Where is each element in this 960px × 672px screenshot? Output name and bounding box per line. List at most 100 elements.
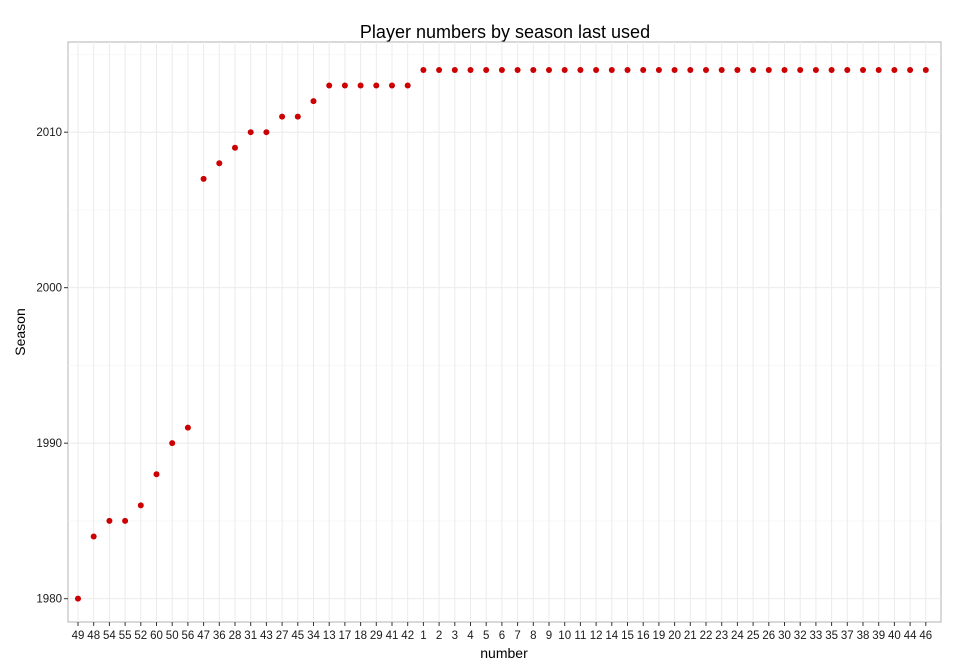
data-point bbox=[875, 66, 882, 73]
data-point bbox=[828, 66, 835, 73]
x-tick-label: 18 bbox=[354, 630, 367, 642]
data-point bbox=[561, 66, 568, 73]
x-tick-label: 13 bbox=[323, 630, 336, 642]
data-point bbox=[765, 66, 772, 73]
x-tick-label: 2 bbox=[436, 630, 442, 642]
data-point bbox=[122, 517, 129, 524]
x-tick-label: 42 bbox=[401, 630, 414, 642]
data-point bbox=[922, 66, 929, 73]
data-point bbox=[734, 66, 741, 73]
data-point bbox=[640, 66, 647, 73]
x-tick-label: 60 bbox=[150, 630, 163, 642]
y-tick-label: 2000 bbox=[36, 283, 62, 295]
x-tick-label: 46 bbox=[919, 630, 932, 642]
data-point bbox=[467, 66, 474, 73]
x-tick-label: 3 bbox=[452, 630, 458, 642]
x-tick-label: 10 bbox=[558, 630, 571, 642]
x-tick-label: 35 bbox=[825, 630, 838, 642]
x-tick-label: 7 bbox=[514, 630, 520, 642]
x-tick-label: 23 bbox=[715, 630, 728, 642]
data-point bbox=[624, 66, 631, 73]
data-point bbox=[860, 66, 866, 73]
data-point bbox=[153, 471, 160, 478]
x-tick-label: 44 bbox=[904, 630, 917, 642]
data-point bbox=[608, 66, 615, 73]
x-tick-label: 26 bbox=[762, 630, 775, 642]
x-tick-label: 25 bbox=[747, 630, 760, 642]
data-point bbox=[216, 160, 223, 167]
x-tick-label: 19 bbox=[653, 630, 666, 642]
data-point bbox=[373, 82, 380, 89]
data-point bbox=[593, 66, 600, 73]
x-tick-label: 37 bbox=[841, 630, 854, 642]
data-point bbox=[577, 66, 584, 73]
x-tick-label: 15 bbox=[621, 630, 634, 642]
data-point bbox=[341, 82, 348, 89]
y-tick-label: 1980 bbox=[36, 594, 62, 606]
x-tick-label: 11 bbox=[574, 630, 586, 642]
x-tick-label: 28 bbox=[229, 630, 242, 642]
data-point bbox=[514, 66, 521, 73]
data-point bbox=[530, 66, 537, 73]
data-point bbox=[310, 98, 317, 105]
data-point bbox=[844, 66, 851, 73]
x-tick-label: 32 bbox=[794, 630, 807, 642]
data-point bbox=[655, 66, 662, 73]
data-point bbox=[184, 424, 191, 431]
data-point bbox=[671, 66, 678, 73]
x-tick-label: 48 bbox=[87, 630, 100, 642]
grid-lines bbox=[68, 42, 941, 622]
y-tick-label: 2010 bbox=[36, 127, 62, 139]
x-tick-label: 40 bbox=[888, 630, 901, 642]
data-point bbox=[169, 440, 176, 447]
x-tick-label: 5 bbox=[483, 630, 489, 642]
x-axis-title: number bbox=[480, 645, 528, 661]
data-point bbox=[247, 129, 254, 136]
x-tick-label: 4 bbox=[467, 630, 474, 642]
data-point bbox=[357, 82, 364, 89]
data-point bbox=[90, 533, 97, 540]
x-tick-label: 33 bbox=[810, 630, 823, 642]
x-tick-label: 45 bbox=[291, 630, 304, 642]
x-tick-label: 6 bbox=[499, 630, 505, 642]
x-tick-label: 1 bbox=[420, 630, 426, 642]
data-point bbox=[420, 66, 427, 73]
data-point bbox=[891, 66, 898, 73]
x-tick-label: 55 bbox=[119, 630, 132, 642]
x-axis: 49 48 54 55 52 60 50 56 47 36 28 31 43 27 45 34 13 17 18 29… bbox=[72, 622, 932, 642]
data-point bbox=[436, 66, 443, 73]
data-point bbox=[326, 82, 333, 89]
data-point bbox=[137, 502, 144, 509]
data-point bbox=[294, 113, 301, 120]
x-tick-label: 9 bbox=[546, 630, 552, 642]
x-tick-label: 34 bbox=[307, 630, 320, 642]
x-tick-label: 41 bbox=[386, 630, 399, 642]
x-tick-label: 39 bbox=[872, 630, 885, 642]
data-point bbox=[797, 66, 804, 73]
x-tick-label: 36 bbox=[213, 630, 226, 642]
x-tick-label: 17 bbox=[339, 630, 352, 642]
data-point bbox=[907, 66, 914, 73]
data-point bbox=[703, 66, 709, 73]
y-tick-label: 1990 bbox=[36, 438, 62, 450]
data-point bbox=[781, 66, 788, 73]
data-point bbox=[498, 66, 505, 73]
chart-title: Player numbers by season last used bbox=[360, 22, 650, 42]
x-tick-label: 24 bbox=[731, 630, 744, 642]
x-tick-label: 52 bbox=[134, 630, 147, 642]
data-point bbox=[106, 517, 113, 524]
x-tick-label: 16 bbox=[637, 630, 650, 642]
data-points bbox=[75, 66, 929, 602]
x-tick-label: 12 bbox=[590, 630, 603, 642]
x-tick-label: 27 bbox=[276, 630, 289, 642]
data-point bbox=[75, 595, 81, 602]
data-point bbox=[483, 66, 490, 73]
x-tick-label: 22 bbox=[700, 630, 713, 642]
x-tick-label: 20 bbox=[668, 630, 681, 642]
data-point bbox=[451, 66, 458, 73]
y-axis-title: Season bbox=[12, 308, 28, 355]
y-axis: 1980 1990 2000 2010 bbox=[36, 127, 68, 606]
data-point bbox=[389, 82, 395, 89]
x-tick-label: 50 bbox=[166, 630, 179, 642]
